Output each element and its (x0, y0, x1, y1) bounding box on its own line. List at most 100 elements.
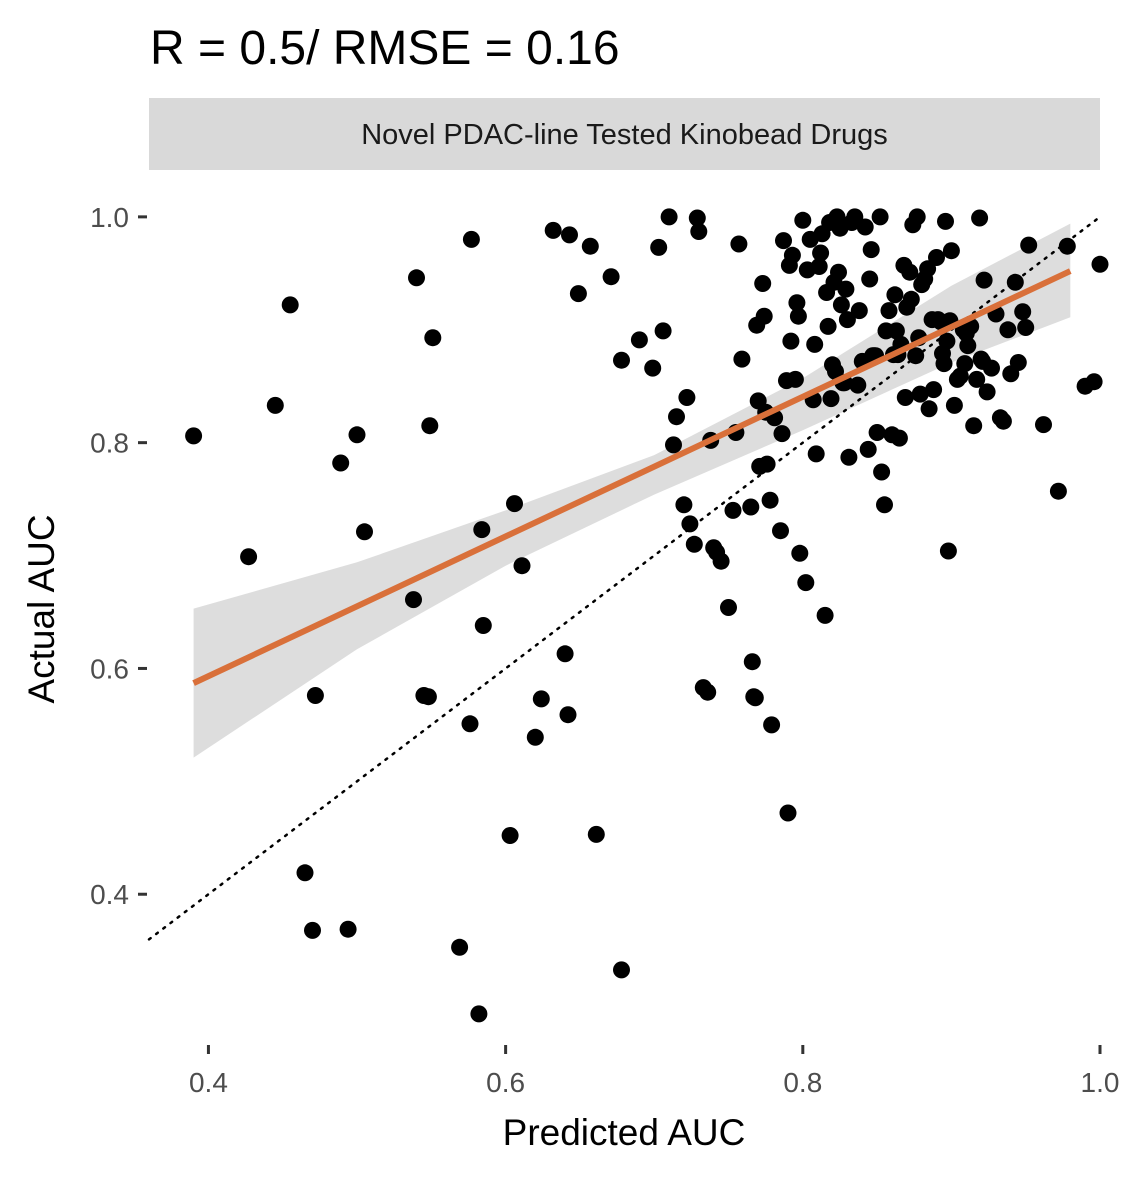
data-point (559, 706, 577, 724)
data-point (405, 591, 422, 609)
data-point (1020, 236, 1038, 254)
data-point (880, 302, 898, 320)
data-point (786, 370, 804, 388)
y-tick-label: 0.4 (90, 879, 129, 910)
data-point (758, 455, 776, 473)
data-point (925, 381, 943, 399)
data-point (978, 383, 996, 401)
data-point (819, 317, 837, 335)
data-point (470, 1005, 488, 1023)
data-point (561, 226, 578, 244)
data-point (797, 574, 815, 592)
data-point (928, 249, 945, 266)
data-point (812, 244, 830, 262)
identity-line-layer (147, 215, 1102, 941)
data-point (942, 242, 960, 260)
data-point (862, 241, 880, 259)
y-tick-label: 1.0 (90, 202, 129, 233)
data-point (746, 689, 764, 707)
data-point (665, 436, 682, 454)
data-point (1014, 303, 1032, 321)
data-point (742, 498, 760, 516)
data-point (587, 825, 605, 843)
x-tick-label: 0.8 (783, 1067, 822, 1098)
data-point (856, 218, 874, 236)
data-point (959, 337, 977, 355)
data-point (724, 501, 742, 519)
data-point (743, 653, 761, 671)
data-point (840, 448, 858, 466)
data-point (861, 270, 879, 288)
data-point (755, 307, 773, 325)
data-point (296, 864, 314, 882)
data-point (1049, 482, 1067, 500)
data-point (630, 331, 648, 349)
data-point (348, 426, 366, 444)
data-point (810, 258, 828, 275)
data-point (644, 359, 662, 377)
data-point (794, 211, 812, 229)
data-point (890, 429, 908, 447)
data-point (850, 302, 868, 320)
data-point (1035, 416, 1052, 434)
data-point (733, 350, 751, 368)
data-point (807, 445, 825, 463)
data-point (699, 683, 717, 701)
data-point (868, 424, 886, 441)
data-point (730, 235, 748, 253)
data-point (939, 542, 957, 560)
data-point (956, 355, 974, 373)
data-point (419, 688, 437, 706)
x-axis-title: Predicted AUC (503, 1112, 746, 1153)
data-point (887, 322, 905, 340)
data-point (907, 347, 925, 365)
data-point (339, 920, 357, 938)
x-tick-label: 1.0 (1081, 1067, 1120, 1098)
data-point (720, 599, 737, 616)
identity-line (147, 215, 1102, 941)
data-point (675, 496, 693, 514)
data-point (690, 223, 708, 240)
plot-panel (147, 208, 1109, 1023)
chart-title: R = 0.5/ RMSE = 0.16 (150, 22, 620, 75)
data-point (873, 463, 891, 481)
data-point (789, 307, 807, 325)
data-point (1058, 237, 1076, 255)
data-point (837, 280, 855, 298)
fit-line-layer (192, 268, 1072, 686)
data-point (569, 285, 587, 303)
data-point (838, 311, 856, 329)
data-point (240, 548, 258, 566)
data-point (876, 496, 893, 514)
data-point (1009, 354, 1027, 371)
data-point (779, 804, 797, 822)
x-tick-label: 0.4 (189, 1067, 228, 1098)
y-tick-label: 0.6 (90, 653, 129, 684)
data-point (650, 238, 668, 256)
data-point (544, 221, 562, 239)
data-point (678, 389, 696, 406)
data-point (1085, 373, 1103, 391)
y-axis-title: Actual AUC (21, 514, 62, 703)
data-point (451, 938, 469, 956)
data-point (999, 321, 1017, 339)
data-point (668, 408, 685, 426)
data-point (763, 716, 781, 734)
data-point (782, 332, 800, 350)
data-point (526, 728, 544, 746)
data-point (761, 491, 779, 509)
data-point (937, 212, 954, 230)
data-point (304, 921, 321, 939)
data-point (421, 417, 439, 435)
confidence-band (193, 223, 1071, 758)
data-point (1091, 255, 1109, 273)
data-point (613, 961, 630, 979)
data-point (581, 237, 599, 255)
data-point (871, 208, 889, 226)
data-point (556, 645, 574, 663)
data-point (513, 557, 531, 575)
data-point (1006, 273, 1024, 291)
data-point (660, 208, 678, 226)
y-tick-label: 0.8 (90, 428, 129, 459)
x-axis: 0.4 0.6 0.8 1.0 (189, 1045, 1120, 1098)
